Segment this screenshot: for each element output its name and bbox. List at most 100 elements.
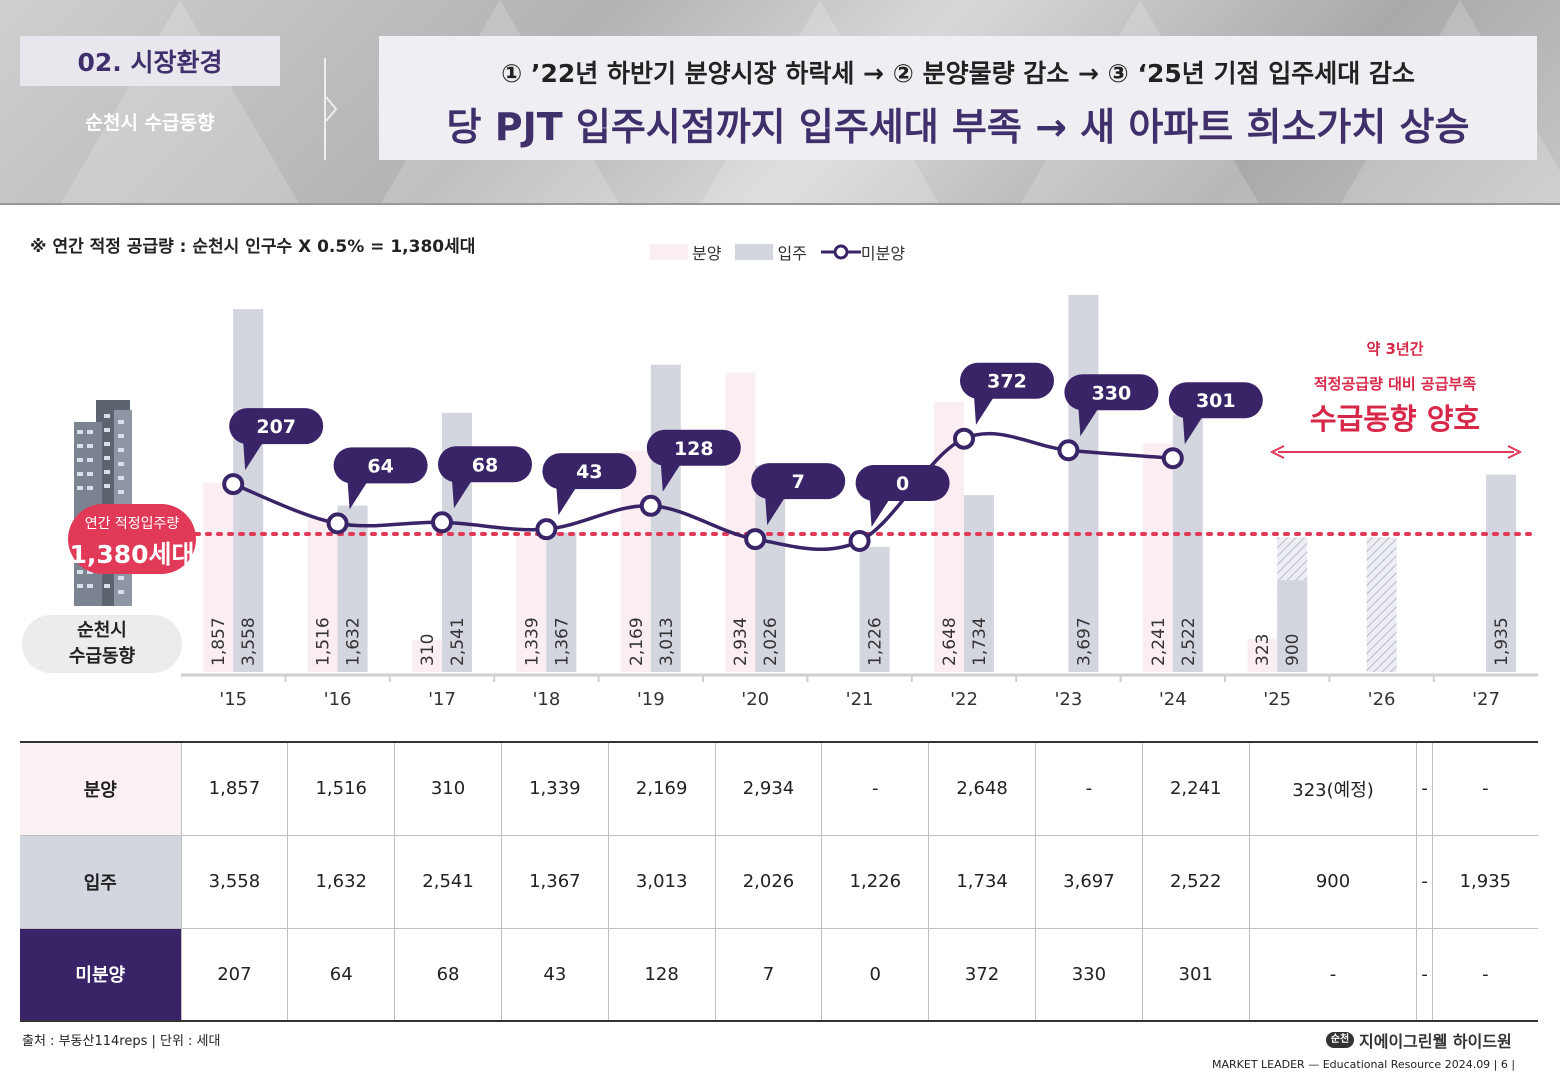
callout-bubble xyxy=(229,408,324,445)
table-cell: 3,558 xyxy=(180,834,289,929)
callout-pointer xyxy=(1078,408,1099,437)
legend-item-unsold: 미분양 xyxy=(820,240,905,264)
x-tick-label: '15 xyxy=(219,689,247,710)
bar-sale xyxy=(1142,443,1173,672)
table-cell: 2,169 xyxy=(607,741,716,836)
table-cell: 3,697 xyxy=(1035,834,1143,929)
bar-sale xyxy=(203,482,234,672)
arrow-head-left-icon xyxy=(1269,445,1285,459)
building-icon xyxy=(74,400,132,606)
bar-move-label: 2,541 xyxy=(448,617,468,666)
unsold-callout: 0 xyxy=(855,465,950,527)
table-cell: 128 xyxy=(607,927,716,1022)
table-cell: 900 xyxy=(1248,834,1418,929)
table-cell: 2,934 xyxy=(714,741,823,836)
x-tick-label: '25 xyxy=(1263,689,1291,710)
unsold-point xyxy=(639,494,662,517)
legend-line-marker-icon xyxy=(820,244,861,260)
table-cell: - xyxy=(1035,741,1143,836)
legend-item-sale: 분양 xyxy=(650,240,721,264)
unsold-callout: 64 xyxy=(333,447,428,510)
bar-move-label: 1,367 xyxy=(552,617,572,666)
callout-bubble xyxy=(1064,374,1159,411)
callout-pointer xyxy=(660,463,681,492)
table-cell: - xyxy=(1416,927,1433,1022)
brand-name: 지에이그린웰 하이드원 xyxy=(1359,1032,1512,1051)
callout-label: 330 xyxy=(1092,382,1132,404)
table-cell: 2,648 xyxy=(928,741,1036,836)
unsold-point xyxy=(326,512,349,535)
page-footer: MARKET LEADER — Educational Resource 202… xyxy=(1212,1058,1516,1071)
table-cell: 301 xyxy=(1141,927,1250,1022)
callout-bubble xyxy=(333,447,428,484)
x-tick-label: '21 xyxy=(846,689,874,710)
table-cell: 2,522 xyxy=(1141,834,1250,929)
annotation-desc: 적정공급량 대비 공급부족 xyxy=(1313,375,1477,393)
row-header-move: 입주 xyxy=(20,834,182,929)
source-note: 출처 : 부동산114reps | 단위 : 세대 xyxy=(22,1034,221,1049)
table-cell: 2,241 xyxy=(1141,741,1250,836)
table-cell: 1,734 xyxy=(928,834,1036,929)
unsold-callout: 128 xyxy=(646,429,741,492)
bar-sale xyxy=(620,450,651,672)
brand-badge: 순천 xyxy=(1326,1032,1354,1048)
unsold-point xyxy=(1057,439,1080,462)
section-subtitle: 순천시 수급동향 xyxy=(85,112,215,134)
table-cell: 64 xyxy=(287,927,396,1022)
x-tick-label: '22 xyxy=(950,689,978,710)
unsold-callout: 330 xyxy=(1064,374,1159,437)
bar-sale xyxy=(516,535,547,672)
table-row-move: 입주 3,558 1,632 2,541 1,367 3,013 2,026 1,226 1,7… xyxy=(20,834,1538,929)
callout-pointer xyxy=(869,499,890,527)
bar-move-label: 1,226 xyxy=(866,617,886,666)
bar-move xyxy=(546,532,577,672)
city-pill-line2: 수급동향 xyxy=(68,646,136,667)
table-row-unsold: 미분양 207 64 68 43 128 7 0 372 330 301- - - xyxy=(20,927,1538,1022)
callout-pointer xyxy=(556,487,577,516)
bar-sale-label: 2,648 xyxy=(940,617,960,666)
brand-logo: 순천 지에이그린웰 하이드원 xyxy=(1326,1028,1512,1052)
row-header-unsold: 미분양 xyxy=(20,927,182,1022)
bar-sale-label: 310 xyxy=(418,634,438,666)
callout-label: 128 xyxy=(674,438,714,460)
callout-pointer xyxy=(347,481,368,510)
unsold-callout: 372 xyxy=(960,362,1054,425)
unsold-line xyxy=(232,431,1173,552)
unsold-point xyxy=(535,518,558,541)
x-tick-label: '20 xyxy=(741,689,769,710)
bar-sale-label: 2,934 xyxy=(731,617,751,666)
bar-move-label: 3,013 xyxy=(657,617,677,666)
bar-move-label: 1,734 xyxy=(970,617,990,666)
callout-pointer xyxy=(452,480,472,509)
callout-pointer xyxy=(243,442,264,471)
table-cell: 330 xyxy=(1035,927,1143,1022)
unsold-callout: 43 xyxy=(542,453,637,516)
headline-box: ① ’22년 하반기 분양시장 하락세 → ② 분양물량 감소 → ③ ‘25년… xyxy=(379,36,1537,160)
callout-label: 0 xyxy=(896,473,909,495)
table-cell: - xyxy=(1416,741,1433,836)
table-cell: 323(예정) xyxy=(1248,741,1418,836)
callout-bubble xyxy=(855,465,950,501)
x-tick-label: '24 xyxy=(1159,689,1187,710)
bar-sale xyxy=(725,372,756,672)
bar-move-label: 1,935 xyxy=(1492,617,1512,666)
bar-move xyxy=(964,495,994,672)
unsold-point xyxy=(431,511,453,534)
bar-move-label: 1,632 xyxy=(344,617,364,666)
table-cell: 372 xyxy=(928,927,1036,1022)
bar-sale xyxy=(412,640,442,672)
annotation-arrow xyxy=(1269,445,1523,459)
table-cell: - xyxy=(1431,927,1538,1022)
unsold-point xyxy=(222,473,245,496)
table-cell: 68 xyxy=(394,927,502,1022)
callout-label: 68 xyxy=(472,454,498,476)
callout-label: 7 xyxy=(792,471,805,493)
unsold-callout: 301 xyxy=(1168,382,1263,445)
chart-legend: 분양 입주 미분양 xyxy=(650,240,919,264)
callout-label: 43 xyxy=(576,461,602,483)
data-table: 분양 1,857 1,516 310 1,339 2,169 2,934-2,648-2,2… xyxy=(20,741,1538,1022)
unsold-point xyxy=(953,427,975,450)
bar-move xyxy=(1486,474,1516,672)
table-cell: 1,632 xyxy=(287,834,396,929)
callout-pointer xyxy=(1182,416,1203,445)
